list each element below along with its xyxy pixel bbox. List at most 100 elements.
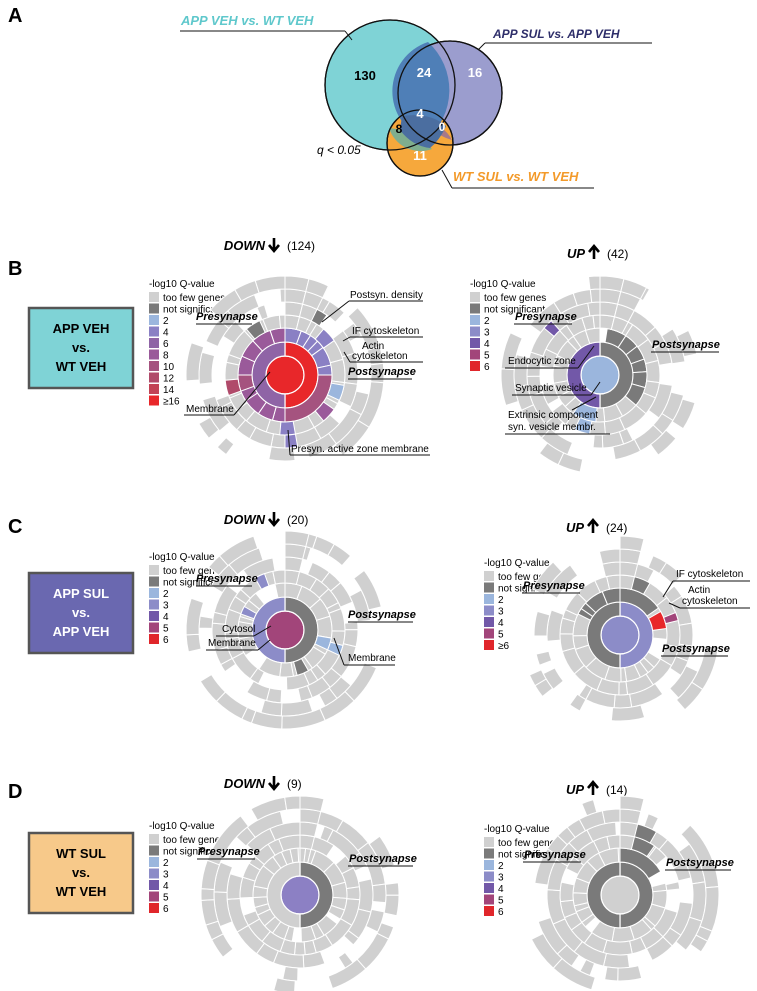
header-1: UP (42) bbox=[567, 243, 628, 261]
b-down-postsyn-density: Postsyn. density bbox=[350, 290, 423, 301]
d-down-postsynapse: Postsynapse bbox=[349, 853, 417, 865]
svg-text:6: 6 bbox=[163, 904, 169, 915]
c-down-postsynapse: Postsynapse bbox=[348, 609, 416, 621]
c-down-presynapse: Presynapse bbox=[196, 573, 258, 585]
svg-text:not significant: not significant bbox=[498, 850, 559, 861]
c-up-presynapse: Presynapse bbox=[523, 580, 585, 592]
svg-text:8: 8 bbox=[163, 351, 169, 362]
panel-label-c: C bbox=[8, 516, 22, 538]
header-4: DOWN (9) bbox=[224, 776, 302, 792]
venn-label-wt-sul: WT SUL vs. WT VEH bbox=[453, 169, 579, 184]
svg-text:DOWN: DOWN bbox=[224, 512, 266, 527]
sunburst-b-up bbox=[500, 275, 698, 473]
venn-count-veh-wt: 8 bbox=[396, 122, 403, 136]
header-3: UP (24) bbox=[566, 517, 627, 535]
svg-text:vs.: vs. bbox=[72, 865, 90, 880]
svg-text:5: 5 bbox=[163, 624, 169, 635]
svg-text:2: 2 bbox=[498, 861, 504, 872]
panel-label-a: A bbox=[8, 5, 22, 27]
panel-a: A 130 24 16 4 8 0 11 APP VEH vs. WT VEH … bbox=[8, 5, 652, 189]
svg-text:3: 3 bbox=[163, 870, 169, 881]
svg-text:not significant: not significant bbox=[484, 305, 545, 316]
sunburst-c-up bbox=[528, 535, 719, 722]
svg-text:(24): (24) bbox=[606, 521, 627, 535]
b-up-postsynapse: Postsynapse bbox=[652, 339, 720, 351]
svg-text:too few genes: too few genes bbox=[163, 293, 225, 304]
arrow-up-icon bbox=[587, 517, 599, 533]
svg-text:DOWN: DOWN bbox=[224, 776, 266, 791]
svg-text:5: 5 bbox=[163, 893, 169, 904]
svg-text:10: 10 bbox=[163, 362, 175, 373]
svg-text:4: 4 bbox=[163, 328, 169, 339]
svg-text:too few genes: too few genes bbox=[163, 566, 225, 577]
svg-text:(9): (9) bbox=[287, 777, 302, 791]
b-up-extrinsic-1: Extrinsic component bbox=[508, 410, 598, 421]
svg-text:6: 6 bbox=[498, 907, 504, 918]
svg-text:WT SUL: WT SUL bbox=[56, 846, 106, 861]
header-5: UP (14) bbox=[566, 779, 627, 797]
svg-text:6: 6 bbox=[484, 362, 490, 373]
svg-text:≥16: ≥16 bbox=[163, 397, 180, 408]
comparison-box-b: APP VEH vs. WT VEH bbox=[27, 306, 135, 390]
d-up-presynapse: Presynapse bbox=[524, 849, 586, 861]
svg-text:5: 5 bbox=[484, 351, 490, 362]
svg-text:(42): (42) bbox=[607, 247, 628, 261]
svg-text:too few genes: too few genes bbox=[484, 293, 546, 304]
venn-count-wt-sul-only: 11 bbox=[413, 148, 427, 163]
b-down-presynapse: Presynapse bbox=[196, 311, 258, 323]
sunbursts bbox=[185, 275, 720, 991]
svg-text:≥6: ≥6 bbox=[498, 641, 509, 652]
svg-text:3: 3 bbox=[498, 607, 504, 618]
svg-text:12: 12 bbox=[163, 374, 175, 385]
venn-count-sul-wt: 0 bbox=[439, 120, 446, 134]
svg-text:DOWN: DOWN bbox=[224, 238, 266, 253]
b-up-syn-vesicle: Synaptic vesicle bbox=[515, 383, 587, 394]
svg-text:-log10 Q-value: -log10 Q-value bbox=[484, 558, 550, 569]
venn-label-app-veh: APP VEH vs. WT VEH bbox=[180, 13, 314, 28]
svg-text:-log10 Q-value: -log10 Q-value bbox=[149, 552, 215, 563]
svg-text:4: 4 bbox=[163, 881, 169, 892]
svg-text:3: 3 bbox=[484, 328, 490, 339]
headers: DOWN (124) UP (42) DOWN (20) UP (24) DOWN (9) UP (1… bbox=[224, 238, 628, 797]
arrow-up-icon bbox=[587, 779, 599, 795]
c-up-actin-2: cytoskeleton bbox=[682, 596, 738, 607]
svg-text:too few genes: too few genes bbox=[498, 838, 560, 849]
venn-label-app-sul: APP SUL vs. APP VEH bbox=[492, 27, 620, 41]
svg-text:2: 2 bbox=[498, 595, 504, 606]
header-2: DOWN (20) bbox=[224, 512, 308, 528]
svg-text:4: 4 bbox=[163, 612, 169, 623]
b-down-if-cyto: IF cytoskeleton bbox=[352, 326, 419, 337]
annotations: Presynapse Postsynapse Postsyn. density … bbox=[184, 290, 750, 871]
venn-count-all: 4 bbox=[416, 106, 424, 121]
panel-label-d: D bbox=[8, 781, 22, 803]
arrow-down-icon bbox=[268, 238, 280, 254]
svg-text:too few genes: too few genes bbox=[498, 572, 560, 583]
venn-overlap-all bbox=[400, 115, 446, 148]
svg-text:-log10 Q-value: -log10 Q-value bbox=[149, 821, 215, 832]
panel-label-b: B bbox=[8, 258, 22, 280]
c-up-if-cyto: IF cytoskeleton bbox=[676, 569, 743, 580]
svg-text:-log10 Q-value: -log10 Q-value bbox=[484, 824, 550, 835]
arrow-down-icon bbox=[268, 776, 280, 792]
svg-text:not significant: not significant bbox=[498, 584, 559, 595]
svg-text:6: 6 bbox=[163, 635, 169, 646]
b-down-active-zone: Presyn. active zone membrane bbox=[291, 444, 429, 455]
svg-text:-log10 Q-value: -log10 Q-value bbox=[470, 279, 536, 290]
svg-text:3: 3 bbox=[498, 873, 504, 884]
svg-text:WT VEH: WT VEH bbox=[56, 884, 107, 899]
svg-text:2: 2 bbox=[484, 316, 490, 327]
svg-text:not significant: not significant bbox=[163, 578, 224, 589]
c-down-membrane-right: Membrane bbox=[348, 653, 396, 664]
svg-text:vs.: vs. bbox=[72, 340, 90, 355]
sunburst-d-down bbox=[200, 795, 400, 991]
d-down-presynapse: Presynapse bbox=[198, 846, 260, 858]
svg-text:APP SUL: APP SUL bbox=[53, 586, 109, 601]
comparison-box-c: APP SUL vs. APP VEH bbox=[27, 571, 135, 655]
b-up-extrinsic-2: syn. vesicle membr. bbox=[508, 422, 596, 433]
svg-text:UP: UP bbox=[566, 520, 584, 535]
svg-text:2: 2 bbox=[163, 589, 169, 600]
